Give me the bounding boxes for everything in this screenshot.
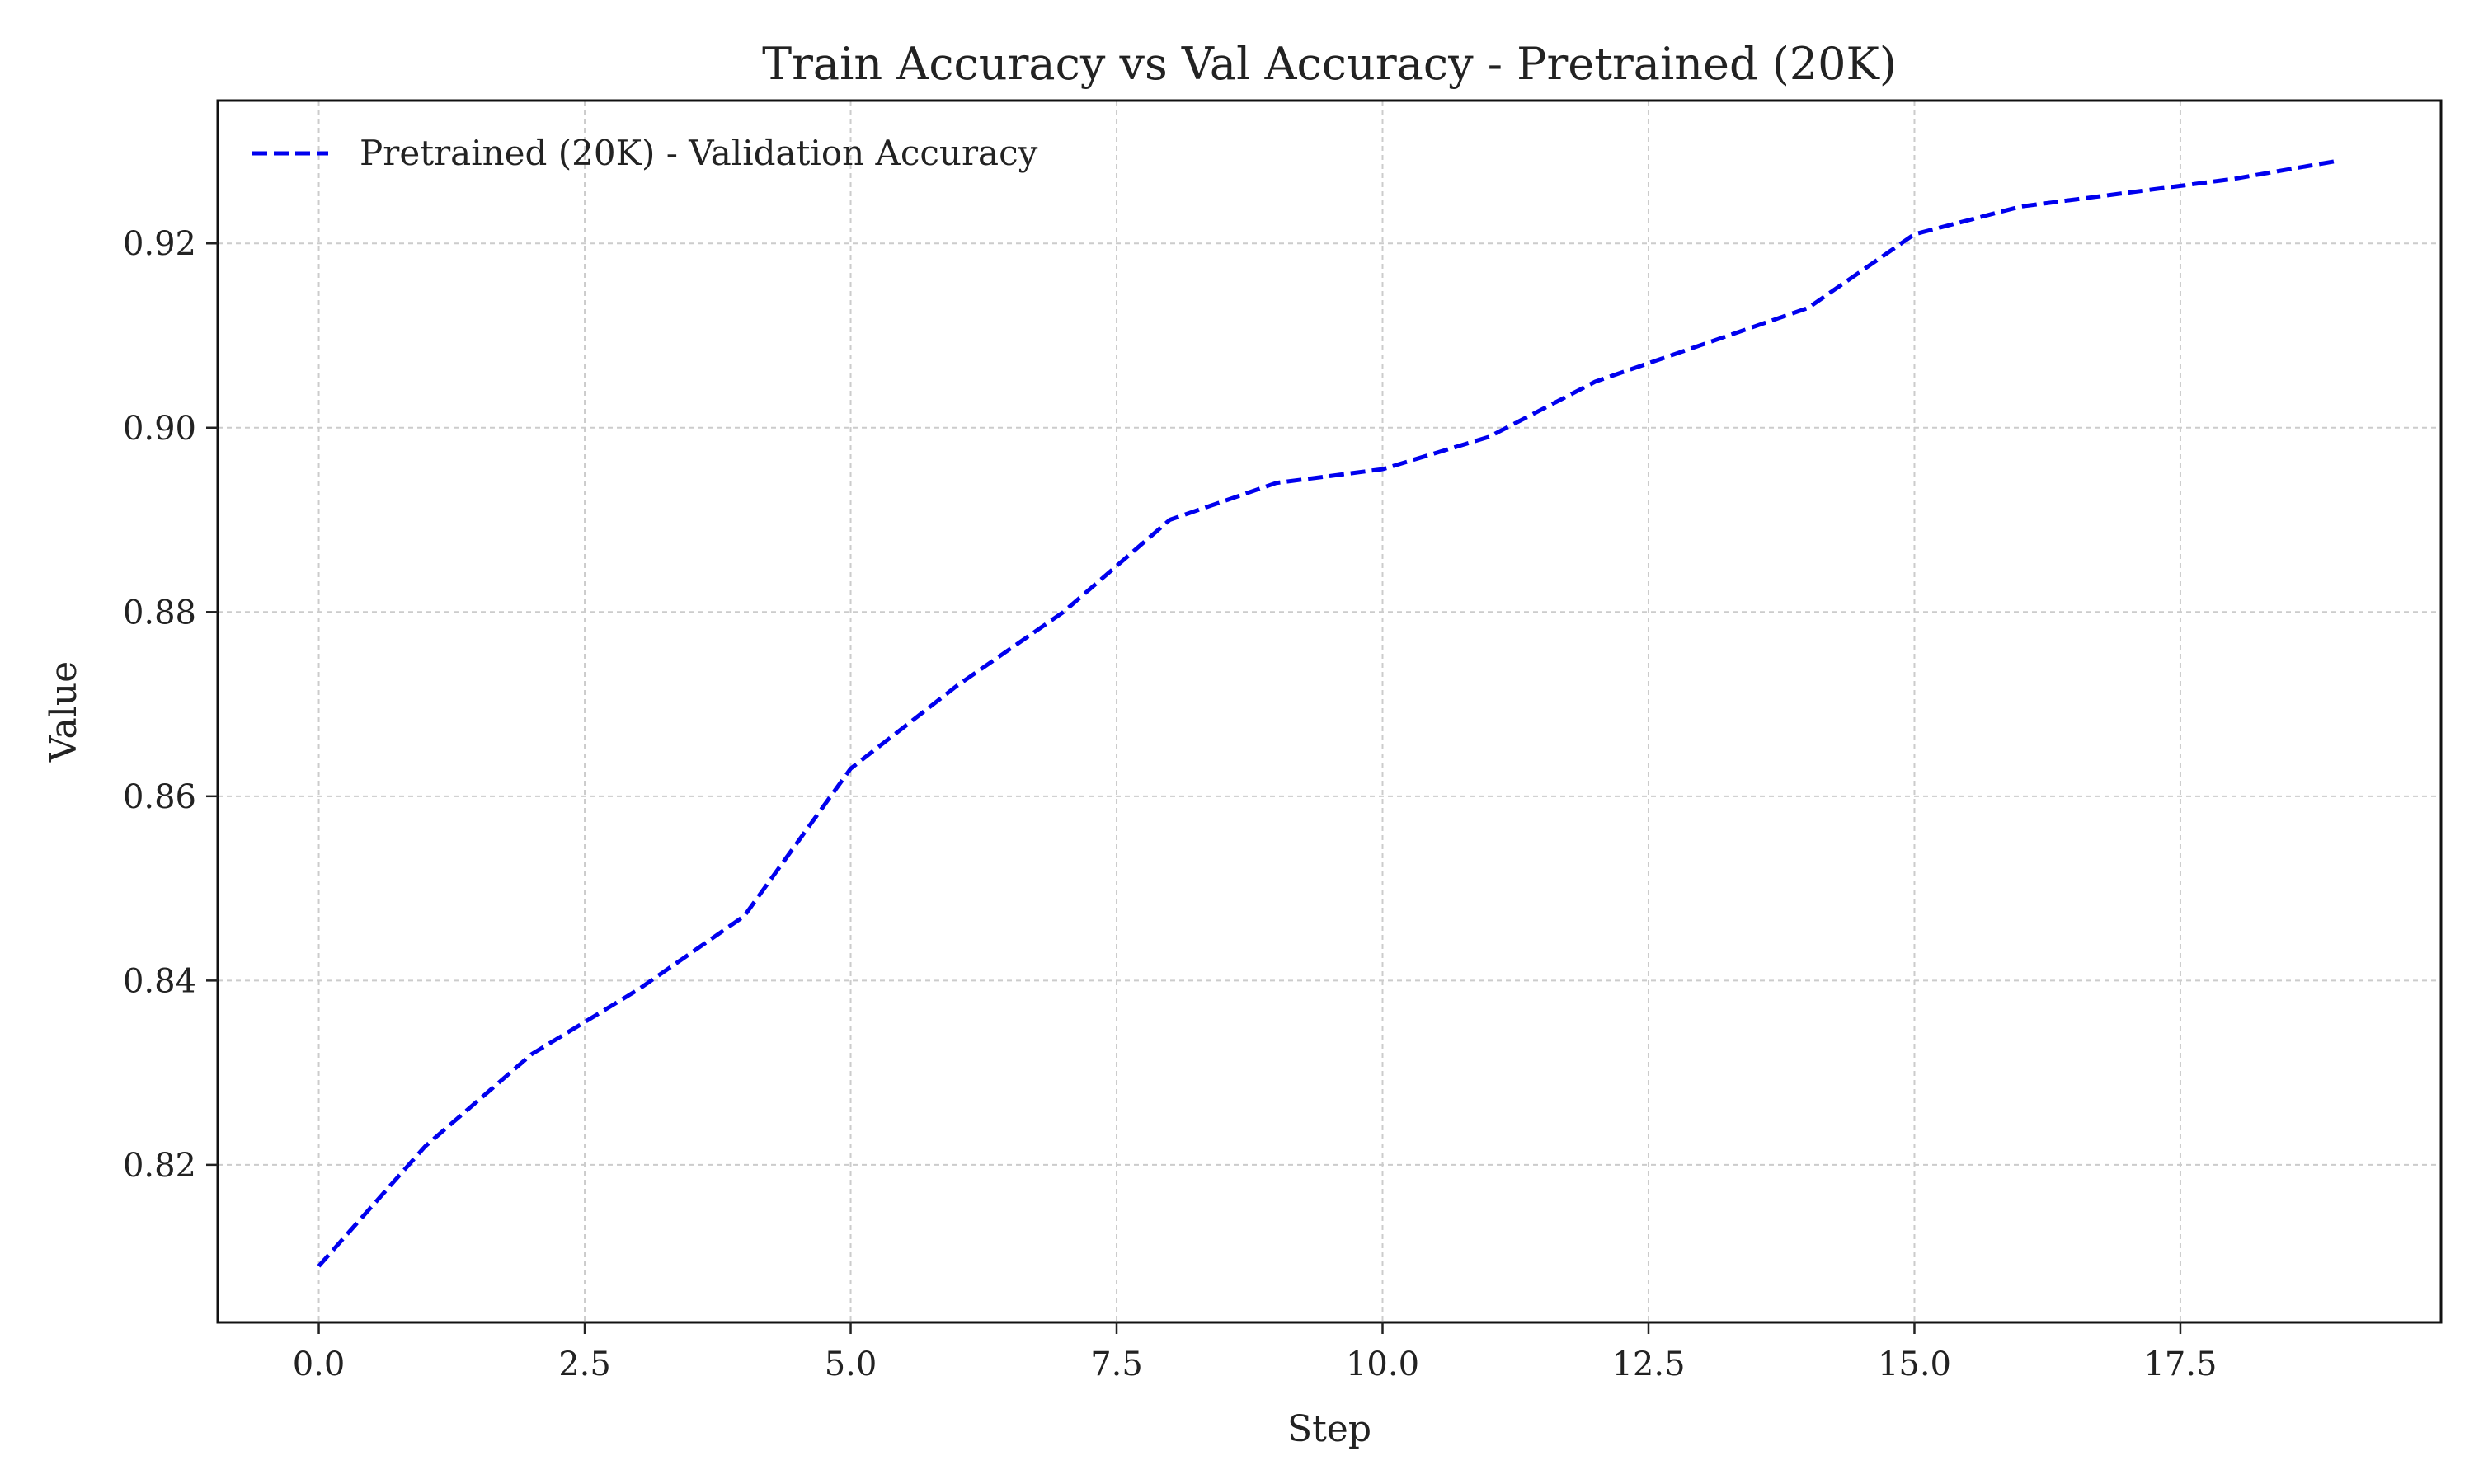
x-axis-label: Step [1287, 1408, 1371, 1450]
x-tick-label: 0.0 [293, 1345, 346, 1383]
x-tick-label: 2.5 [558, 1345, 611, 1383]
grid [218, 101, 2441, 1322]
chart-title: Train Accuracy vs Val Accuracy - Pretrai… [762, 38, 1897, 90]
x-tick-label: 15.0 [1878, 1345, 1951, 1383]
ticks: 0.0 2.5 5.0 7.5 10.0 12.5 15.0 17.5 0.82 0.84 0.86… [123, 225, 2218, 1383]
legend: Pretrained (20K) - Validation Accuracy [252, 133, 1038, 173]
x-tick-label: 12.5 [1611, 1345, 1685, 1383]
x-tick-label: 5.0 [825, 1345, 877, 1383]
y-tick-label: 0.82 [123, 1147, 196, 1185]
y-tick-label: 0.92 [123, 225, 196, 263]
legend-label: Pretrained (20K) - Validation Accuracy [360, 133, 1038, 173]
y-tick-label: 0.88 [123, 594, 196, 632]
y-axis-label: Value [43, 661, 85, 763]
x-tick-label: 7.5 [1090, 1345, 1143, 1383]
plot-frame [216, 99, 2443, 1324]
y-tick-label: 0.84 [123, 962, 196, 1000]
series-line [317, 158, 2340, 1268]
y-tick-label: 0.90 [123, 410, 196, 448]
series-layer [317, 158, 2340, 1268]
x-tick-label: 17.5 [2143, 1345, 2217, 1383]
x-tick-label: 10.0 [1346, 1345, 1419, 1383]
y-tick-label: 0.86 [123, 778, 196, 816]
